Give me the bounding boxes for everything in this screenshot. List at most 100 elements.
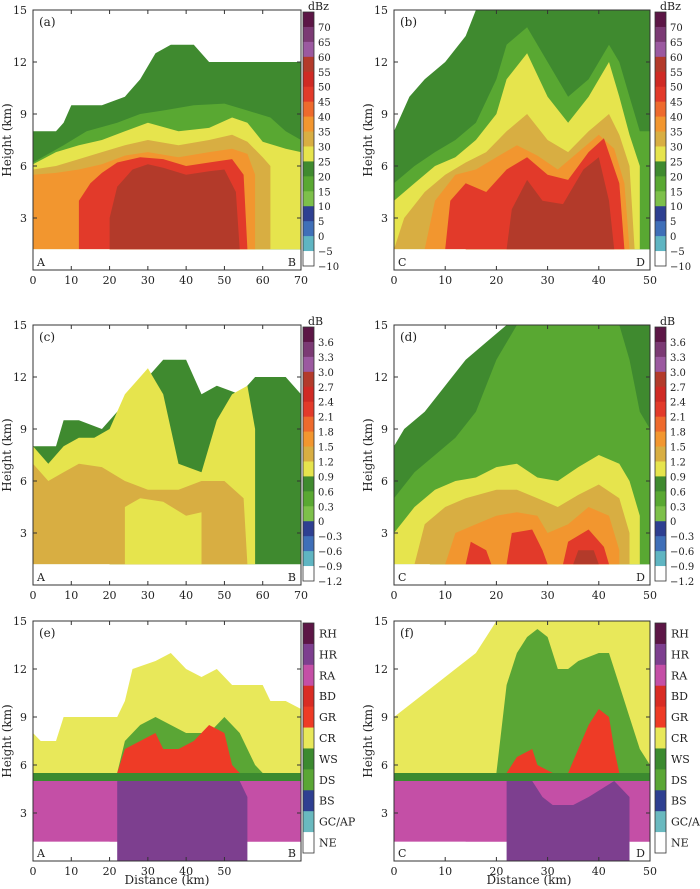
colorbar-tick-label: −0.3 bbox=[670, 532, 694, 543]
colorbar-class-label: HR bbox=[319, 648, 338, 661]
colorbar-swatch bbox=[303, 116, 314, 133]
plot-frame bbox=[393, 324, 651, 586]
colorbar-tick-label: −5 bbox=[670, 247, 685, 258]
colorbar-swatch bbox=[655, 56, 666, 73]
colorbar-tick-label: 0.9 bbox=[670, 472, 686, 483]
colorbar-tick-label: 70 bbox=[318, 23, 331, 34]
colorbar-swatch bbox=[655, 86, 666, 103]
x-tick-label: 20 bbox=[489, 589, 503, 602]
colorbar-swatch bbox=[303, 521, 314, 537]
colorbar-class-label: BS bbox=[319, 795, 335, 808]
y-tick-label: 3 bbox=[20, 527, 27, 540]
colorbar-tick-label: 2.1 bbox=[318, 413, 334, 424]
colorbar-class-label: NE bbox=[671, 837, 689, 850]
colorbar-tick-label: 2.4 bbox=[318, 398, 334, 409]
colorbar-swatch bbox=[655, 146, 666, 162]
x-tick-label: 10 bbox=[438, 274, 452, 287]
colorbar-tick-label: 2.7 bbox=[670, 383, 686, 394]
colorbar-swatch bbox=[655, 811, 666, 833]
x-tick-label: 50 bbox=[643, 865, 657, 878]
colorbar-tick-label: 15 bbox=[670, 187, 683, 198]
colorbar-swatch bbox=[303, 12, 314, 28]
colorbar-class-label: GC/AP bbox=[319, 816, 356, 829]
colorbar-tick-label: 35 bbox=[670, 128, 683, 139]
colorbar-swatch bbox=[655, 101, 666, 118]
colorbar-frame bbox=[302, 622, 315, 854]
colorbar-swatch bbox=[303, 101, 314, 118]
colorbar-tick-label: 2.1 bbox=[670, 413, 686, 424]
colorbar-class-label: BD bbox=[671, 690, 688, 703]
colorbar-tick-label: −1.2 bbox=[318, 577, 342, 588]
y-tick-label: 9 bbox=[20, 423, 27, 436]
colorbar-swatch bbox=[655, 251, 666, 267]
y-tick-label: 12 bbox=[13, 663, 27, 676]
colorbar-tick-label: 15 bbox=[318, 187, 331, 198]
colorbar-tick-label: 10 bbox=[670, 202, 683, 213]
colorbar-swatch bbox=[303, 566, 314, 582]
contour-50-6 bbox=[109, 164, 240, 250]
x-tick-label: 30 bbox=[141, 865, 155, 878]
colorbar-tick-label: 3.3 bbox=[670, 353, 686, 364]
colorbar-swatch bbox=[303, 251, 314, 267]
y-axis-label: Height (km) bbox=[361, 704, 375, 777]
colorbar-tick-label: 1.8 bbox=[670, 428, 686, 439]
colorbar-swatch bbox=[303, 86, 314, 103]
colorbar-class-label: RH bbox=[671, 627, 689, 640]
colorbar-swatch bbox=[303, 131, 314, 147]
contour-hr-5 bbox=[117, 781, 248, 861]
section-end-label: B bbox=[288, 571, 296, 584]
contour-1p2-3 bbox=[124, 498, 202, 565]
panel-c: 0 10 20 30 40 50 60 70 3 6 9 12 15 Height (km) (c) A B bbox=[0, 319, 308, 602]
colorbar-class-label: HR bbox=[671, 648, 690, 661]
x-tick-label: 60 bbox=[256, 589, 270, 602]
colorbar-swatch bbox=[303, 176, 314, 192]
colorbar-tick-label: 55 bbox=[318, 68, 331, 79]
contour-2p1-5 bbox=[465, 541, 492, 565]
colorbar-zdr: dB 3.6 3.3 3.0 2.7 2.4 2.1 1.8 1.5 1.2 0.9 0.6 0.3 0 −… bbox=[302, 315, 342, 588]
section-start-label: C bbox=[398, 256, 406, 269]
x-tick-label: 20 bbox=[103, 865, 117, 878]
section-end-label: B bbox=[288, 256, 296, 269]
colorbar-tick-label: 2.4 bbox=[670, 398, 686, 409]
colorbar-swatch bbox=[303, 476, 314, 492]
y-tick-label: 6 bbox=[381, 475, 388, 488]
panel-label: (a) bbox=[39, 15, 56, 29]
colorbar-tick-label: 2.7 bbox=[318, 383, 334, 394]
colorbar-swatch bbox=[303, 623, 314, 645]
colorbar-tick-label: 5 bbox=[318, 217, 324, 228]
colorbar-swatch bbox=[655, 446, 666, 462]
colorbar-tick-label: 25 bbox=[318, 157, 331, 168]
colorbar-tick-label: 3.0 bbox=[670, 368, 686, 379]
colorbar-tick-label: 3.3 bbox=[318, 353, 334, 364]
x-tick-label: 70 bbox=[294, 274, 308, 287]
x-tick-label: 30 bbox=[141, 589, 155, 602]
x-tick-label: 30 bbox=[541, 865, 555, 878]
y-axis-label: Height (km) bbox=[0, 103, 14, 176]
y-tick-label: 6 bbox=[20, 160, 27, 173]
x-tick-label: 0 bbox=[30, 589, 37, 602]
colorbar-class-label: NE bbox=[319, 837, 337, 850]
x-tick-label: 60 bbox=[256, 274, 270, 287]
colorbar-swatch bbox=[655, 161, 666, 177]
x-tick-label: 70 bbox=[294, 589, 308, 602]
colorbar-tick-label: 3.6 bbox=[318, 338, 334, 349]
colorbar-class-label: WS bbox=[671, 753, 690, 766]
colorbar-swatch bbox=[303, 643, 314, 666]
colorbar-tick-label: 0 bbox=[670, 517, 676, 528]
colorbar-swatch bbox=[303, 327, 314, 343]
x-tick-label: 40 bbox=[179, 865, 193, 878]
colorbar-class-label: GR bbox=[319, 711, 337, 724]
colorbar-class-label: CR bbox=[671, 732, 688, 745]
colorbar-tick-label: 0 bbox=[670, 232, 676, 243]
y-tick-label: 15 bbox=[374, 319, 388, 332]
y-tick-label: 12 bbox=[13, 56, 27, 69]
y-tick-label: 9 bbox=[381, 423, 388, 436]
colorbar-unit: dBz bbox=[308, 0, 329, 13]
x-tick-label: 10 bbox=[438, 865, 452, 878]
y-tick-label: 12 bbox=[374, 56, 388, 69]
colorbar-swatch bbox=[655, 401, 666, 418]
colorbar-swatch bbox=[303, 416, 314, 433]
section-start-label: C bbox=[398, 847, 406, 860]
colorbar-tick-label: −10 bbox=[670, 262, 691, 273]
